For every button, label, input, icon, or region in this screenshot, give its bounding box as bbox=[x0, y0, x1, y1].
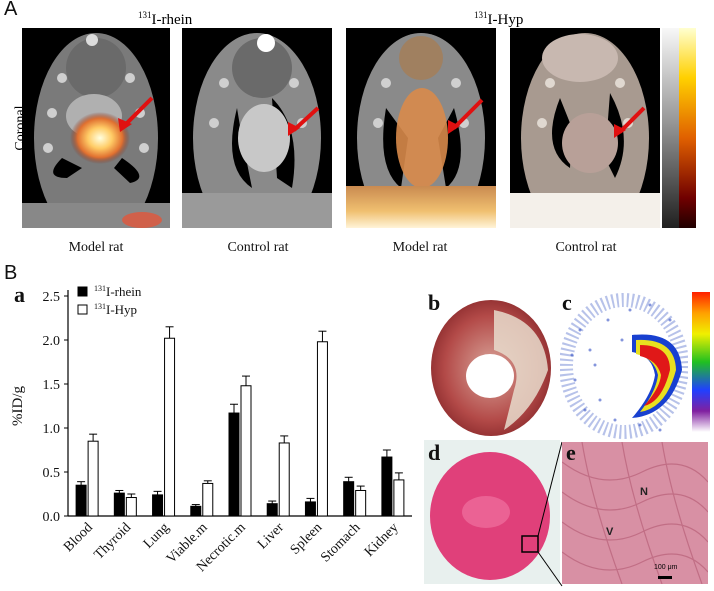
colorbar-spectrum bbox=[692, 292, 710, 432]
y-tick-label: 0.0 bbox=[43, 510, 61, 525]
heart-slice-photo bbox=[424, 290, 558, 440]
bar-0 bbox=[343, 481, 355, 517]
legend-label-sup-1: 131 bbox=[94, 302, 106, 311]
scan-control-rhein-image bbox=[182, 33, 332, 228]
bar-0 bbox=[381, 456, 393, 517]
legend-label-name-0: I-rhein bbox=[106, 284, 142, 299]
caption-1: Model rat bbox=[68, 240, 124, 255]
group-label-hyp: 131I-Hyp bbox=[474, 10, 523, 29]
colorbar-hot bbox=[662, 28, 696, 228]
x-tick-label: Blood bbox=[61, 520, 96, 555]
scale-bar-label: 100 μm bbox=[654, 564, 678, 571]
he-whole-slice bbox=[424, 440, 560, 584]
y-tick-label: 2.0 bbox=[43, 334, 61, 349]
scan-control-rhein bbox=[182, 28, 332, 228]
group-label-hyp-text: I-Hyp bbox=[487, 12, 524, 28]
label-n: N bbox=[640, 486, 648, 498]
bar-1 bbox=[164, 337, 176, 517]
he-zoom-image bbox=[562, 442, 708, 584]
scan-model-rhein bbox=[22, 28, 170, 228]
y-tick-label: 0.5 bbox=[43, 466, 61, 481]
subpanel-c-letter: c bbox=[562, 290, 572, 315]
colorbar-color bbox=[679, 28, 696, 228]
caption-4: Control rat bbox=[555, 240, 617, 255]
y-tick-label: 1.5 bbox=[43, 378, 61, 393]
legend-label-0: 131I-rhein bbox=[94, 284, 142, 299]
bar-1 bbox=[278, 442, 290, 517]
x-tick-label: Thyroid bbox=[92, 520, 135, 563]
he-zoom: N V 100 μm bbox=[562, 442, 708, 584]
zoom-lines bbox=[537, 441, 563, 587]
x-tick-label: Liver bbox=[255, 520, 287, 552]
scan-control-hyp bbox=[510, 28, 660, 228]
subpanel-a-letter: a bbox=[14, 282, 25, 307]
bar-1 bbox=[355, 489, 367, 517]
group-label-rhein: 131I-rhein bbox=[138, 10, 192, 29]
bar-1 bbox=[240, 385, 252, 517]
bar-1 bbox=[393, 479, 405, 517]
scan-model-hyp-image bbox=[346, 33, 496, 228]
x-tick-label: Lung bbox=[141, 520, 173, 552]
legend-swatch-1 bbox=[77, 304, 88, 315]
bar-1 bbox=[125, 497, 137, 517]
autoradiography bbox=[559, 290, 689, 440]
y-axis-label: %ID/g bbox=[10, 386, 26, 426]
y-tick-label: 1.0 bbox=[43, 422, 61, 437]
x-tick-label: Stomach bbox=[318, 520, 363, 565]
scan-model-hyp bbox=[346, 28, 496, 228]
subpanel-b-letter: b bbox=[428, 290, 441, 315]
legend-label-name-1: I-Hyp bbox=[106, 302, 137, 317]
bar-0 bbox=[113, 492, 125, 517]
bar-0 bbox=[266, 503, 278, 517]
bar-1 bbox=[87, 440, 99, 517]
bar-0 bbox=[190, 505, 202, 517]
caption-2: Control rat bbox=[227, 240, 289, 255]
bar-0 bbox=[152, 494, 164, 517]
legend-swatch-0 bbox=[77, 286, 88, 297]
group-label-rhein-text: I-rhein bbox=[151, 12, 193, 28]
label-v: V bbox=[606, 526, 614, 538]
he-whole-slice-image bbox=[430, 452, 550, 580]
legend-label-1: 131I-Hyp bbox=[94, 302, 137, 317]
colorbar-gray bbox=[662, 28, 679, 228]
panel-b-letter: B bbox=[4, 262, 18, 284]
legend-label-sup-0: 131 bbox=[94, 284, 106, 293]
bar-0 bbox=[228, 412, 240, 517]
bar-0 bbox=[304, 501, 316, 517]
caption-3: Model rat bbox=[392, 240, 448, 255]
y-tick-label: 2.5 bbox=[43, 290, 61, 305]
subpanel-e-letter: e bbox=[566, 440, 576, 465]
bar-1 bbox=[316, 341, 328, 517]
x-tick-label: Kidney bbox=[362, 520, 402, 560]
scan-control-hyp-image bbox=[510, 33, 660, 228]
autoradiography-image bbox=[559, 293, 689, 439]
heart-slice-image bbox=[431, 300, 551, 436]
bar-0 bbox=[75, 484, 87, 517]
scan-model-rhein-image bbox=[22, 33, 170, 228]
bar-1 bbox=[202, 482, 214, 517]
subpanel-d-letter: d bbox=[428, 440, 441, 465]
group-label-hyp-sup: 131 bbox=[474, 10, 488, 20]
panel-a-letter: A bbox=[4, 0, 18, 20]
group-label-rhein-sup: 131 bbox=[138, 10, 152, 20]
